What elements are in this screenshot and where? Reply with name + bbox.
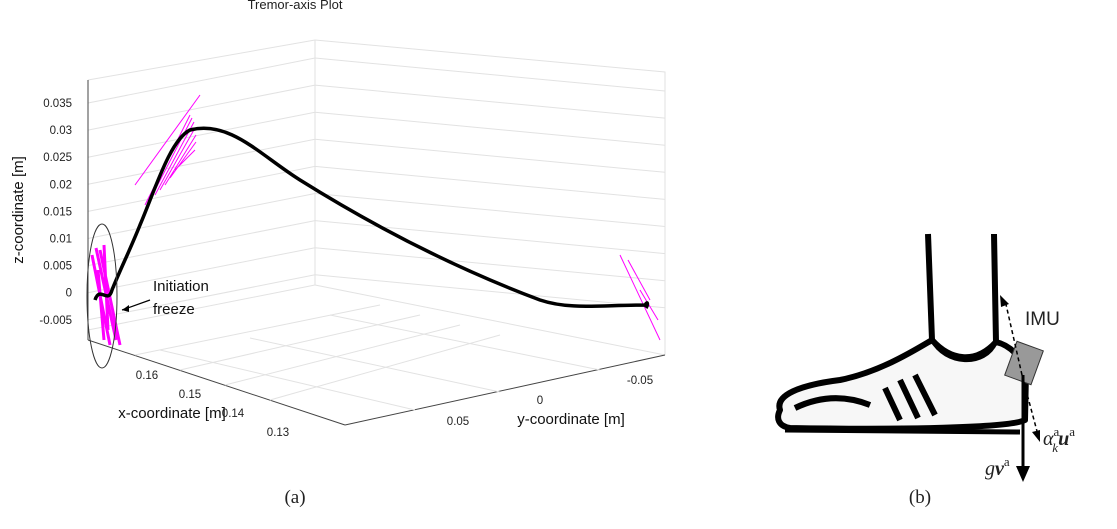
z-axis-label: z-coordinate [m] bbox=[10, 156, 27, 264]
imu-box bbox=[1004, 340, 1044, 386]
x-tick-label: 0.16 bbox=[136, 370, 158, 382]
x-tick-label: 0.13 bbox=[267, 427, 289, 439]
sub: k bbox=[1052, 440, 1058, 455]
grid-line bbox=[87, 57, 666, 104]
sup: a bbox=[1054, 424, 1060, 439]
z-tick-label: 0.015 bbox=[43, 206, 72, 218]
sup: a bbox=[1004, 454, 1010, 469]
z-tick-label: 0.03 bbox=[50, 125, 72, 137]
y-tick-label: 0.05 bbox=[447, 416, 469, 428]
imu-label: IMU bbox=[1025, 309, 1060, 330]
imu-axis bbox=[1004, 299, 1023, 376]
z-tick-label: 0.035 bbox=[43, 98, 72, 110]
alpha: α bbox=[1043, 428, 1054, 450]
grid-line bbox=[87, 192, 666, 239]
caption: (a) bbox=[284, 487, 305, 508]
x-tick-label: 0.15 bbox=[179, 389, 201, 401]
shoe bbox=[775, 233, 1029, 435]
x-tick-label: 0.14 bbox=[222, 408, 245, 420]
arrow-head bbox=[122, 305, 129, 312]
z-tick-label: 0.005 bbox=[43, 261, 72, 273]
caption: (b) bbox=[909, 487, 931, 508]
y-tick-label: 0 bbox=[537, 395, 543, 407]
g: g bbox=[985, 458, 995, 480]
grid-line bbox=[87, 111, 666, 158]
accel-label: αa kua bbox=[1043, 424, 1075, 455]
grid-line bbox=[87, 247, 666, 294]
z-tick-label: 0.025 bbox=[43, 152, 72, 164]
grid-line bbox=[87, 274, 666, 321]
x-axis-label: x-coordinate [m] bbox=[118, 405, 226, 422]
arrow-head bbox=[1000, 295, 1009, 307]
grid-line bbox=[87, 165, 666, 212]
gravity-label: gva bbox=[985, 454, 1010, 480]
grid-line bbox=[87, 220, 666, 267]
plot-title: Tremor-axis Plot bbox=[248, 0, 343, 12]
y-tick-label: -0.05 bbox=[627, 375, 653, 387]
trajectory bbox=[93, 126, 650, 309]
y-axis-label: y-coordinate [m] bbox=[517, 411, 625, 428]
v: v bbox=[995, 458, 1005, 480]
arrow-head bbox=[1016, 466, 1030, 482]
annotation: freeze bbox=[153, 301, 195, 318]
z-tick-label: 0 bbox=[66, 288, 72, 300]
u: u bbox=[1058, 428, 1069, 450]
annotation: Initiation bbox=[153, 278, 209, 295]
z-tick-label: -0.005 bbox=[39, 315, 72, 327]
z-tick-label: 0.02 bbox=[50, 179, 72, 191]
accel-arrow bbox=[1021, 374, 1039, 436]
freeze-ellipse bbox=[86, 223, 118, 369]
plot-box bbox=[87, 39, 666, 426]
arrow-head bbox=[1032, 430, 1040, 442]
sup: a bbox=[1069, 424, 1075, 439]
z-tick-label: 0.01 bbox=[50, 234, 72, 246]
grid-line bbox=[87, 84, 666, 131]
